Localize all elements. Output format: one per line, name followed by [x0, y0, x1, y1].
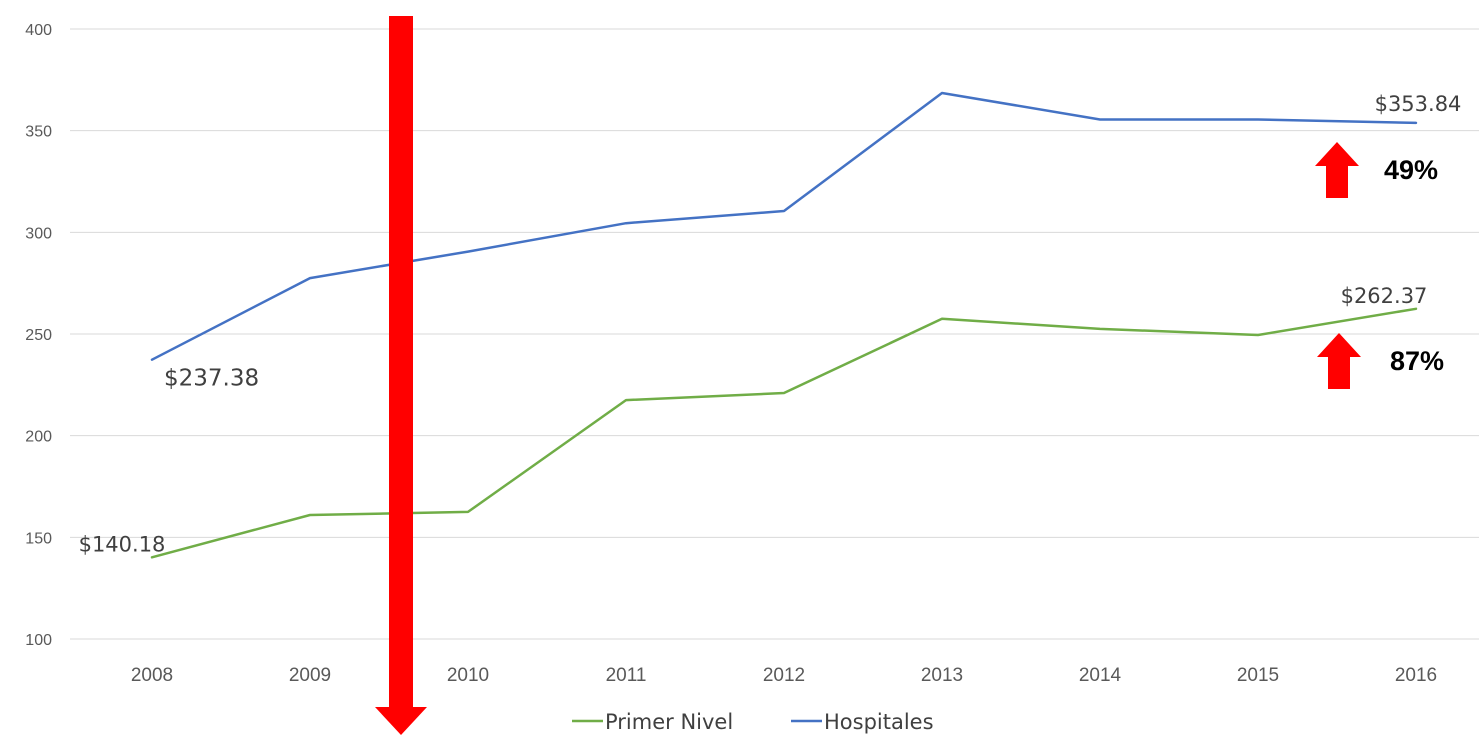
legend-label-hospitales: Hospitales: [824, 710, 934, 734]
y-tick-label: 150: [25, 530, 52, 547]
series-lines: [150, 91, 1418, 559]
hospitales-start-label: $237.38: [164, 366, 259, 392]
y-tick-label: 200: [25, 429, 52, 446]
hospitales-increase-label: 49%: [1384, 155, 1438, 185]
y-tick-label: 100: [25, 632, 52, 649]
y-tick-label: 350: [25, 124, 52, 141]
x-tick-label: 2012: [763, 665, 805, 686]
x-tick-label: 2009: [289, 665, 331, 686]
primer-nivel-end-label: $262.37: [1341, 284, 1428, 308]
arrow-head: [375, 707, 427, 735]
up-arrow-shape: [1315, 142, 1359, 198]
arrow-shaft: [389, 16, 413, 710]
series-line-primer-nivel: [150, 307, 1418, 559]
x-tick-label: 2010: [447, 665, 489, 686]
x-axis-ticks: 2008 2009 2010 2011 2012 2013 2014 2015 2016: [131, 665, 1437, 686]
x-tick-label: 2008: [131, 665, 173, 686]
hospitales-end-label: $353.84: [1375, 92, 1462, 116]
gridlines: [70, 28, 1479, 640]
y-tick-label: 300: [25, 225, 52, 242]
legend: Primer Nivel Hospitales: [572, 710, 934, 734]
x-tick-label: 2015: [1237, 665, 1279, 686]
up-arrow-icon: [1317, 333, 1361, 389]
x-tick-label: 2014: [1079, 665, 1122, 686]
down-arrow-icon: [375, 16, 427, 735]
primer-nivel-increase-label: 87%: [1390, 346, 1444, 376]
y-tick-label: 400: [25, 22, 52, 39]
legend-label-primer-nivel: Primer Nivel: [605, 710, 733, 734]
x-tick-label: 2011: [606, 665, 647, 686]
series-line-hospitales: [150, 91, 1418, 361]
primer-nivel-start-label: $140.18: [79, 532, 166, 556]
up-arrow-icon: [1315, 142, 1359, 198]
x-tick-label: 2016: [1395, 665, 1437, 686]
up-arrow-shape: [1317, 333, 1361, 389]
x-tick-label: 2013: [921, 665, 963, 686]
y-tick-label: 250: [25, 327, 52, 344]
y-axis-ticks: 100 150 200 250 300 350 400: [25, 22, 52, 649]
